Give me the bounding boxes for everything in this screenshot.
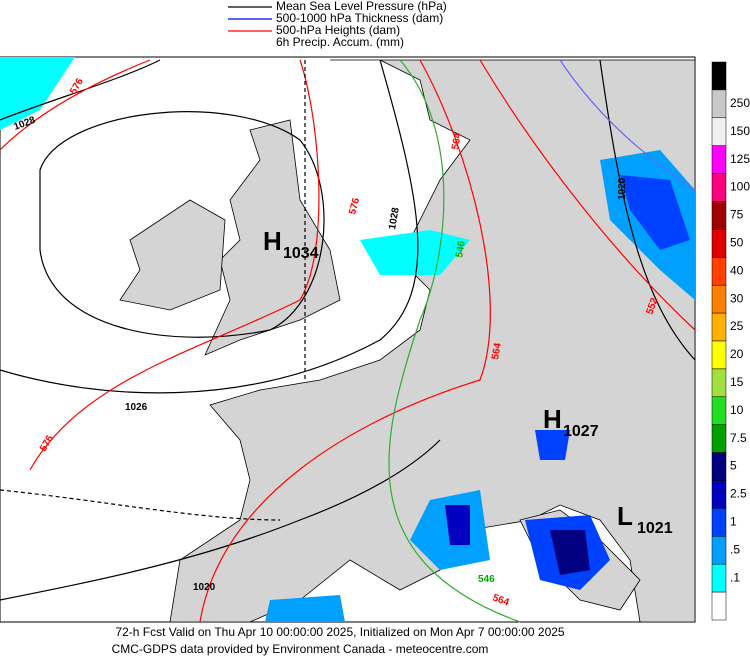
colorbar-box	[711, 396, 727, 425]
center-value: 1034	[283, 245, 319, 262]
thickness-contour	[388, 59, 521, 623]
colorbar-label: 15	[730, 375, 744, 389]
colorbar-label: 30	[730, 291, 744, 305]
contour-label: 1026	[125, 402, 148, 413]
colorbar-box	[711, 229, 727, 258]
colorbar-box	[711, 284, 727, 314]
footer-line: 72-h Fcst Valid on Thu Apr 10 00:00:00 2…	[115, 625, 565, 639]
colorbar-label: 100	[730, 180, 750, 194]
legend-label: 500-1000 hPa Thickness (dam)	[276, 11, 443, 25]
colorbar-label: 150	[730, 124, 750, 138]
legend-label: Mean Sea Level Pressure (hPa)	[276, 0, 447, 13]
colorbar-box	[711, 508, 727, 537]
contour-label: 576	[347, 196, 362, 215]
colorbar-box	[711, 424, 727, 453]
colorbar-box	[711, 312, 727, 342]
isobar	[0, 59, 419, 394]
colorbar-box	[711, 173, 727, 202]
isobar	[0, 439, 441, 601]
colorbar-label: 20	[730, 347, 744, 361]
colorbar-label: 50	[730, 236, 744, 250]
continent	[169, 59, 696, 623]
legend-label: 500-hPa Heights (dam)	[276, 23, 400, 37]
colorbar-box	[711, 257, 727, 286]
colorbar-box	[711, 536, 727, 565]
colorbar-label: .5	[730, 542, 740, 556]
colorbar-label: 5	[730, 459, 737, 473]
contour-label: 564	[450, 132, 464, 151]
colorbar-box	[711, 61, 727, 91]
ireland	[119, 199, 226, 311]
precip-area	[620, 175, 690, 250]
isobar	[599, 59, 696, 361]
contours	[0, 59, 696, 623]
colorbar-box	[711, 563, 727, 593]
colorbar-box	[711, 117, 727, 146]
contour-label: 564	[490, 342, 504, 361]
precip-area	[445, 505, 470, 545]
center-letter: H	[263, 226, 282, 256]
colorbar-box	[711, 480, 727, 509]
colorbar-label: 25	[730, 319, 744, 333]
contour-label: 1020	[193, 582, 216, 593]
colorbar-box	[711, 201, 727, 230]
center-value: 1021	[637, 520, 673, 537]
colorbar-label: 250	[730, 96, 750, 110]
colorbar: 250 150 125 100 75 50 40 30 25 20 15 10 7.5 5 2.5 1 .5 .1	[711, 61, 750, 621]
colorbar-label: 75	[730, 208, 744, 222]
precip-area	[0, 57, 75, 130]
colorbar-label: 40	[730, 263, 744, 277]
contour-label: 546	[478, 574, 495, 585]
colorbar-box	[711, 452, 727, 481]
legend: Mean Sea Level Pressure (hPa)500-1000 hP…	[228, 0, 447, 49]
center-letter: L	[617, 501, 633, 531]
colorbar-label: 125	[730, 152, 750, 166]
contour-label: 546	[454, 240, 468, 259]
contour-label: 1028	[387, 206, 402, 230]
isobar	[39, 111, 325, 338]
precip-area	[265, 595, 345, 622]
footer-line: CMC-GDPS data provided by Environment Ca…	[112, 642, 489, 656]
precip-area	[535, 430, 570, 460]
colorbar-box	[711, 89, 727, 119]
height-contour	[0, 59, 151, 151]
colorbar-box	[711, 591, 727, 621]
map: 1028576576102856454610205525641026576102…	[0, 56, 696, 623]
colorbar-label: 7.5	[730, 431, 747, 445]
colorbar-label: 1	[730, 515, 737, 529]
colorbar-box	[711, 340, 727, 370]
height-contour	[29, 59, 320, 471]
precip-area	[360, 230, 470, 275]
center-letter: H	[543, 404, 562, 434]
thickness-contour	[559, 59, 696, 191]
height-contour	[199, 59, 491, 623]
contour-label: 1020	[617, 177, 628, 200]
center-value: 1027	[563, 423, 599, 440]
colorbar-box	[711, 368, 727, 398]
colorbar-label: .1	[730, 570, 740, 584]
colorbar-label: 2.5	[730, 487, 747, 501]
height-contour	[479, 59, 696, 331]
precip-area	[550, 530, 590, 575]
colorbar-box	[711, 145, 727, 174]
colorbar-label: 10	[730, 403, 744, 417]
isobar	[0, 489, 281, 521]
contour-labels: 1028576576102856454610205525641026576102…	[12, 76, 660, 609]
legend-label: 6h Precip. Accum. (mm)	[276, 35, 404, 49]
